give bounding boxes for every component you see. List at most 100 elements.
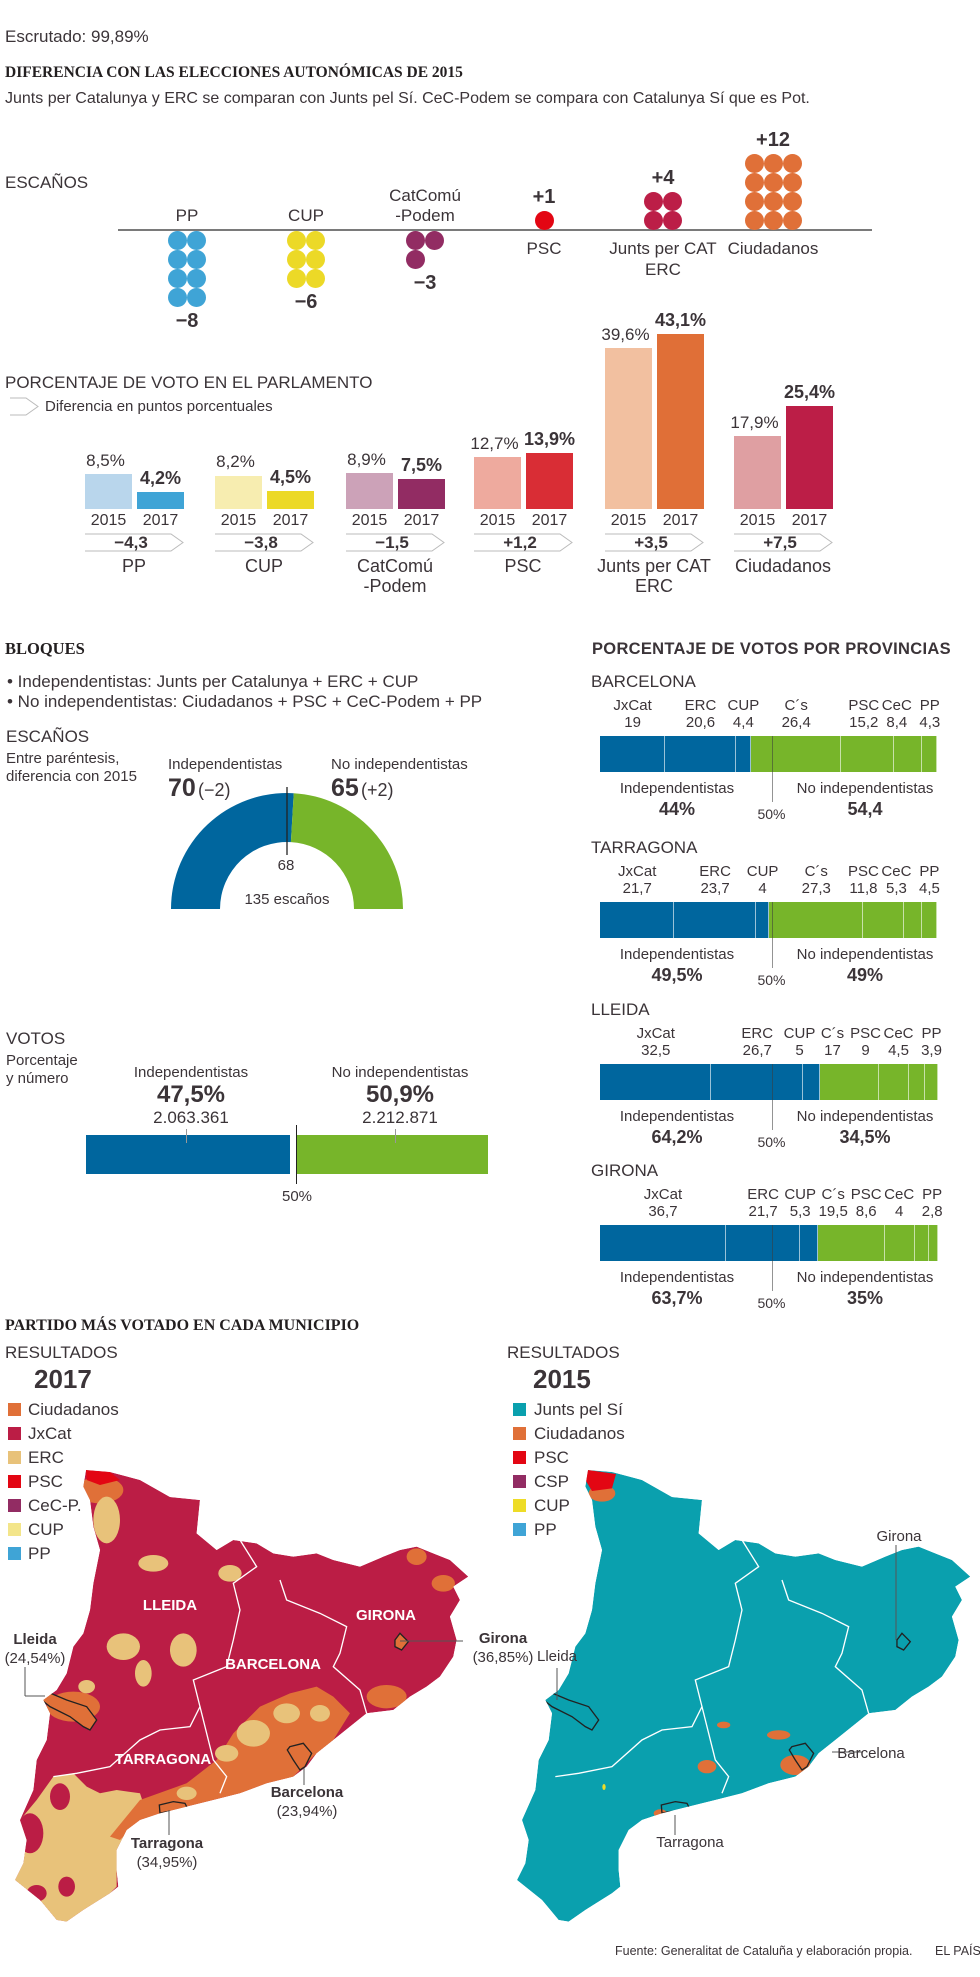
vote-bar-value: 43,1% [654, 310, 707, 331]
region-ciudadanos-patch [780, 1754, 811, 1775]
region-ciudadanos-patch [766, 1730, 791, 1740]
seat-dot [406, 230, 425, 250]
province-party-value: 19,5 [818, 1202, 848, 1220]
region-erc-patch [138, 1554, 169, 1572]
region-ciudadanos-patch [697, 1759, 717, 1774]
province-border [555, 1539, 760, 1778]
province-party-label: PP [919, 696, 940, 714]
total-seats-label: 135 escaños [244, 890, 330, 908]
seat-dot [168, 230, 187, 250]
province-segment [725, 1225, 801, 1261]
province-party-value: 3,9 [921, 1041, 942, 1059]
map-2017-legend-item: PP [28, 1543, 51, 1563]
province-name: TARRAGONA [591, 837, 698, 857]
province-party-label: CUP [727, 696, 760, 714]
province-party-value: 36,7 [648, 1202, 678, 1220]
province-ind-label: Independentistas [619, 1268, 735, 1286]
bloques-seats-note-2: diferencia con 2015 [6, 768, 137, 785]
province-party-label: PP [921, 1024, 942, 1042]
vote-diff-value: −1,5 [375, 532, 409, 552]
seat-dot [306, 249, 325, 269]
province-party-value: 4 [895, 1202, 904, 1220]
vote-bar-2015 [605, 348, 652, 509]
vote-diff-value: +7,5 [763, 532, 797, 552]
vote-year-label: 2015 [479, 512, 516, 530]
province-party-value: 5 [795, 1041, 804, 1059]
seat-dot [782, 210, 802, 230]
vote-bar-value: 13,9% [523, 428, 576, 449]
vote-year-label: 2017 [791, 512, 828, 530]
seat-dot [534, 210, 554, 230]
vote-party-label: PSC [504, 556, 542, 577]
votes-bloc-pct: 47,5% [156, 1080, 226, 1108]
seat-dot [287, 268, 306, 288]
map-2017-heading: RESULTADOS [5, 1343, 118, 1362]
region-erc-patch [309, 1704, 330, 1722]
vote-bar-value: 4,2% [139, 468, 182, 489]
province-party-value: 4,5 [888, 1041, 909, 1059]
province-name: BARCELONA [591, 671, 696, 691]
seat-change-value: −8 [175, 310, 199, 332]
seat-dot [425, 230, 444, 250]
vote-bar-value: 12,7% [470, 434, 519, 454]
region-jxcat-pocket [26, 1884, 47, 1902]
province-segment [600, 1064, 712, 1100]
city-girona [896, 1632, 912, 1651]
city-girona [394, 1632, 410, 1651]
seat-dot [187, 249, 206, 269]
province-noind-label: No independentistas [796, 1107, 934, 1125]
region-psc [585, 1470, 616, 1492]
province-name: GIRONA [591, 1160, 659, 1180]
seats-noind-label: No independentistas [331, 755, 468, 773]
region-ciudadanos-patch [716, 1721, 731, 1729]
province-segment [924, 1064, 939, 1100]
province-party-value: 2,8 [921, 1202, 943, 1220]
seats-arc-no-independentistas [290, 793, 403, 909]
legend-swatch [8, 1451, 21, 1464]
province-segment [903, 902, 922, 938]
province-party-label: JxCat [613, 696, 652, 714]
seat-dot [763, 191, 783, 211]
legend-swatch [8, 1547, 21, 1560]
seat-dot [782, 172, 802, 192]
province-party-value: 5,3 [789, 1202, 811, 1220]
province-noind-label: No independentistas [796, 779, 934, 797]
diff-arrow-icon [346, 533, 445, 552]
vote-year-label: 2015 [90, 512, 127, 530]
city-tarragona [158, 1800, 190, 1815]
seat-dot [782, 153, 802, 173]
province-party-value: 21,7 [622, 879, 652, 897]
seat-dot [287, 249, 306, 269]
region-erc-patch [176, 1786, 197, 1800]
bloques-bullet-ind: • Independentistas: Junts per Catalunya … [7, 672, 419, 691]
province-noind-label: No independentistas [796, 945, 934, 963]
votes-bloc-count: 2.063.361 [153, 1107, 229, 1127]
legend-swatch [513, 1499, 526, 1512]
region-ciudadanos-patch [366, 1684, 407, 1709]
map-city-pct: (34,95%) [136, 1853, 198, 1871]
province-50-line [771, 902, 773, 968]
diff-arrow-icon [215, 533, 314, 552]
region-erc-patch [214, 1744, 239, 1762]
region-erc-patch [236, 1719, 270, 1747]
province-party-label: C´s [784, 696, 808, 714]
vote-diff-value: −3,8 [244, 532, 278, 552]
map-2015-legend-item: PP [534, 1519, 557, 1539]
vote-party-label: -Podem [363, 576, 427, 597]
province-50-label: 50% [757, 1295, 786, 1312]
province-segment [750, 736, 842, 772]
province-party-label: PSC [848, 696, 880, 714]
city-lleida [542, 1690, 600, 1731]
vote-bar-2015 [474, 457, 521, 509]
escrutado-label: Escrutado: 99,89% [5, 27, 149, 46]
map-city-label: Lleida [13, 1630, 57, 1648]
province-party-value: 26,7 [742, 1041, 772, 1059]
province-border [53, 1539, 258, 1778]
province-segment [803, 1064, 821, 1100]
seat-dot [782, 191, 802, 211]
vote-diff-value: −4,3 [114, 532, 148, 552]
seats-noind-value: 65 [331, 774, 359, 803]
province-ind-value: 44% [658, 799, 696, 820]
province-party-value: 15,2 [849, 713, 879, 731]
vote-year-label: 2015 [739, 512, 776, 530]
